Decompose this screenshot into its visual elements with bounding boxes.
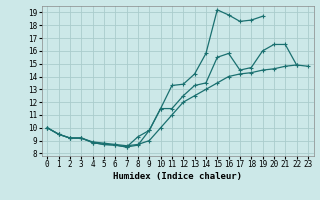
X-axis label: Humidex (Indice chaleur): Humidex (Indice chaleur): [113, 172, 242, 181]
